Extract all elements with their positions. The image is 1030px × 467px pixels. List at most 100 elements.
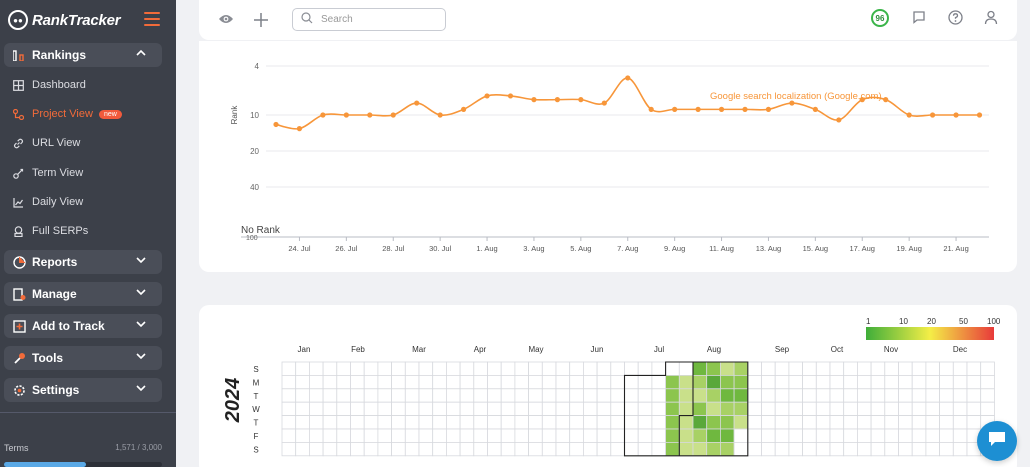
heatmap-cell[interactable] [569, 388, 584, 403]
heatmap-cell[interactable] [459, 441, 475, 457]
heatmap-cell[interactable] [870, 375, 886, 390]
data-point[interactable] [906, 112, 912, 118]
heatmap-cell[interactable] [514, 428, 529, 443]
heatmap-cell[interactable] [678, 428, 694, 443]
heatmap-cell[interactable] [884, 428, 899, 443]
heatmap-cell[interactable] [624, 441, 639, 457]
heatmap-cell[interactable] [459, 401, 475, 416]
heatmap-cell[interactable] [473, 401, 488, 416]
heatmap-cell[interactable] [418, 428, 434, 443]
add-icon[interactable] [253, 8, 269, 34]
heatmap-cell[interactable] [665, 388, 680, 403]
heatmap-cell[interactable] [377, 401, 392, 416]
heatmap-cell[interactable] [514, 361, 529, 376]
heatmap-cell[interactable] [829, 361, 845, 376]
heatmap-cell[interactable] [541, 428, 557, 443]
heatmap-cell[interactable] [541, 388, 557, 403]
heatmap-cell[interactable] [939, 401, 954, 416]
heatmap-cell[interactable] [706, 428, 721, 443]
heatmap-cell[interactable] [815, 361, 831, 376]
heatmap-cell[interactable] [514, 441, 529, 457]
heatmap-cell[interactable] [500, 361, 516, 376]
heatmap-cell[interactable] [322, 401, 338, 416]
heatmap-cell[interactable] [637, 388, 653, 403]
sidebar-group-rankings[interactable]: Rankings [4, 43, 162, 67]
heatmap-cell[interactable] [336, 401, 351, 416]
heatmap-cell[interactable] [665, 361, 680, 376]
heatmap-cell[interactable] [692, 441, 708, 457]
heatmap-cell[interactable] [857, 415, 872, 430]
data-point[interactable] [461, 106, 467, 112]
heatmap-cell[interactable] [610, 361, 625, 376]
heatmap-cell[interactable] [350, 441, 365, 457]
heatmap-cell[interactable] [706, 388, 721, 403]
heatmap-cell[interactable] [747, 415, 762, 430]
heatmap-cell[interactable] [610, 415, 625, 430]
heatmap-cell[interactable] [720, 428, 735, 443]
app-logo[interactable]: ●● RankTracker [8, 9, 121, 31]
heatmap-cell[interactable] [898, 361, 913, 376]
heatmap-cell[interactable] [788, 415, 804, 430]
heatmap-cell[interactable] [569, 415, 584, 430]
heatmap-cell[interactable] [898, 415, 913, 430]
heatmap-cell[interactable] [870, 361, 886, 376]
heatmap-cell[interactable] [528, 375, 543, 390]
heatmap-cell[interactable] [514, 388, 529, 403]
heatmap-cell[interactable] [309, 428, 324, 443]
heatmap-cell[interactable] [884, 415, 899, 430]
heatmap-cell[interactable] [432, 361, 447, 376]
heatmap-cell[interactable] [829, 375, 845, 390]
heatmap-cell[interactable] [774, 361, 790, 376]
heatmap-cell[interactable] [857, 388, 872, 403]
heatmap-cell[interactable] [336, 415, 351, 430]
heatmap-cell[interactable] [637, 415, 653, 430]
heatmap-cell[interactable] [843, 428, 858, 443]
heatmap-cell[interactable] [582, 375, 598, 390]
heatmap-cell[interactable] [678, 388, 694, 403]
heatmap-cell[interactable] [925, 361, 941, 376]
heatmap-cell[interactable] [911, 415, 927, 430]
heatmap-cell[interactable] [624, 375, 639, 390]
heatmap-cell[interactable] [541, 375, 557, 390]
heatmap-cell[interactable] [624, 415, 639, 430]
heatmap-cell[interactable] [350, 428, 365, 443]
heatmap-cell[interactable] [884, 401, 899, 416]
heatmap-cell[interactable] [445, 361, 461, 376]
heatmap-cell[interactable] [624, 428, 639, 443]
sidebar-group-reports[interactable]: Reports [4, 250, 162, 274]
heatmap-cell[interactable] [322, 375, 338, 390]
heatmap-cell[interactable] [596, 415, 612, 430]
heatmap-cell[interactable] [281, 375, 297, 390]
heatmap-cell[interactable] [815, 388, 831, 403]
heatmap-cell[interactable] [857, 375, 872, 390]
heatmap-cell[interactable] [473, 375, 488, 390]
heatmap-cell[interactable] [487, 388, 502, 403]
data-point[interactable] [930, 112, 936, 118]
data-point[interactable] [672, 106, 678, 112]
sidebar-item-url-view[interactable]: URL View [12, 134, 80, 152]
data-point[interactable] [601, 100, 607, 106]
heatmap-cell[interactable] [911, 441, 927, 457]
heatmap-cell[interactable] [528, 428, 543, 443]
heatmap-cell[interactable] [541, 415, 557, 430]
heatmap-cell[interactable] [582, 415, 598, 430]
user-icon[interactable] [984, 10, 998, 30]
heatmap-cell[interactable] [377, 415, 392, 430]
heatmap-cell[interactable] [720, 441, 735, 457]
heatmap-cell[interactable] [802, 441, 817, 457]
heatmap-cell[interactable] [432, 375, 447, 390]
heatmap-cell[interactable] [637, 428, 653, 443]
heatmap-cell[interactable] [720, 401, 735, 416]
data-point[interactable] [718, 106, 725, 112]
heatmap-cell[interactable] [445, 401, 461, 416]
heatmap-cell[interactable] [665, 428, 680, 443]
heatmap-cell[interactable] [391, 428, 406, 443]
heatmap-cell[interactable] [445, 441, 461, 457]
heatmap-cell[interactable] [281, 415, 297, 430]
heatmap-cell[interactable] [281, 401, 297, 416]
heatmap-cell[interactable] [843, 441, 858, 457]
heatmap-cell[interactable] [747, 401, 762, 416]
heatmap-cell[interactable] [884, 388, 899, 403]
heatmap-cell[interactable] [473, 388, 488, 403]
heatmap-cell[interactable] [843, 401, 858, 416]
